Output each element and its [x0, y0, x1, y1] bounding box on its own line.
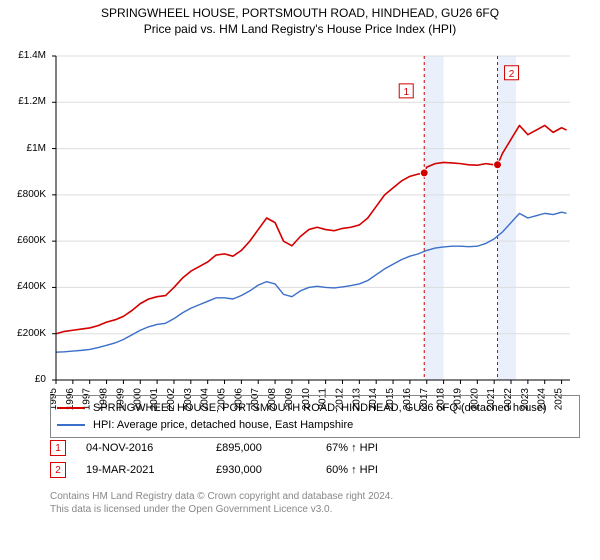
svg-text:1: 1: [403, 87, 409, 98]
legend-row-1: HPI: Average price, detached house, East…: [57, 417, 573, 434]
event-hpi-1: 60% ↑ HPI: [326, 464, 416, 476]
event-date-1: 19-MAR-2021: [86, 464, 196, 476]
y-tick-label: £200K: [0, 328, 46, 339]
footer: Contains HM Land Registry data © Crown c…: [50, 490, 580, 516]
y-tick-label: £400K: [0, 281, 46, 292]
y-tick-label: £800K: [0, 189, 46, 200]
chart: 1995199619971998199920002001200220032004…: [50, 50, 580, 380]
footer-line1: Contains HM Land Registry data © Crown c…: [50, 490, 580, 503]
event-row-1: 2 19-MAR-2021 £930,000 60% ↑ HPI: [50, 462, 580, 478]
y-tick-label: £0: [0, 374, 46, 385]
svg-text:2: 2: [509, 69, 515, 80]
page-container: SPRINGWHEEL HOUSE, PORTSMOUTH ROAD, HIND…: [0, 0, 600, 560]
legend-swatch-property: [57, 407, 85, 409]
y-tick-label: £1M: [0, 143, 46, 154]
event-price-1: £930,000: [216, 464, 306, 476]
event-price-0: £895,000: [216, 442, 306, 454]
footer-line2: This data is licensed under the Open Gov…: [50, 503, 580, 516]
title-line2: Price paid vs. HM Land Registry's House …: [0, 22, 600, 36]
event-marker-2: 2: [50, 462, 66, 478]
title-block: SPRINGWHEEL HOUSE, PORTSMOUTH ROAD, HIND…: [0, 0, 600, 36]
chart-svg: 1995199619971998199920002001200220032004…: [50, 50, 580, 410]
legend-swatch-hpi: [57, 424, 85, 426]
event-date-0: 04-NOV-2016: [86, 442, 196, 454]
legend-row-0: SPRINGWHEEL HOUSE, PORTSMOUTH ROAD, HIND…: [57, 400, 573, 417]
y-tick-label: £1.4M: [0, 50, 46, 61]
legend-label-1: HPI: Average price, detached house, East…: [93, 417, 353, 434]
y-tick-label: £1.2M: [0, 96, 46, 107]
event-marker-1: 1: [50, 440, 66, 456]
events-block: 1 04-NOV-2016 £895,000 67% ↑ HPI 2 19-MA…: [50, 440, 580, 484]
event-hpi-0: 67% ↑ HPI: [326, 442, 416, 454]
legend-label-0: SPRINGWHEEL HOUSE, PORTSMOUTH ROAD, HIND…: [93, 400, 547, 417]
y-tick-label: £600K: [0, 235, 46, 246]
title-line1: SPRINGWHEEL HOUSE, PORTSMOUTH ROAD, HIND…: [0, 6, 600, 20]
event-row-0: 1 04-NOV-2016 £895,000 67% ↑ HPI: [50, 440, 580, 456]
legend: SPRINGWHEEL HOUSE, PORTSMOUTH ROAD, HIND…: [50, 395, 580, 438]
